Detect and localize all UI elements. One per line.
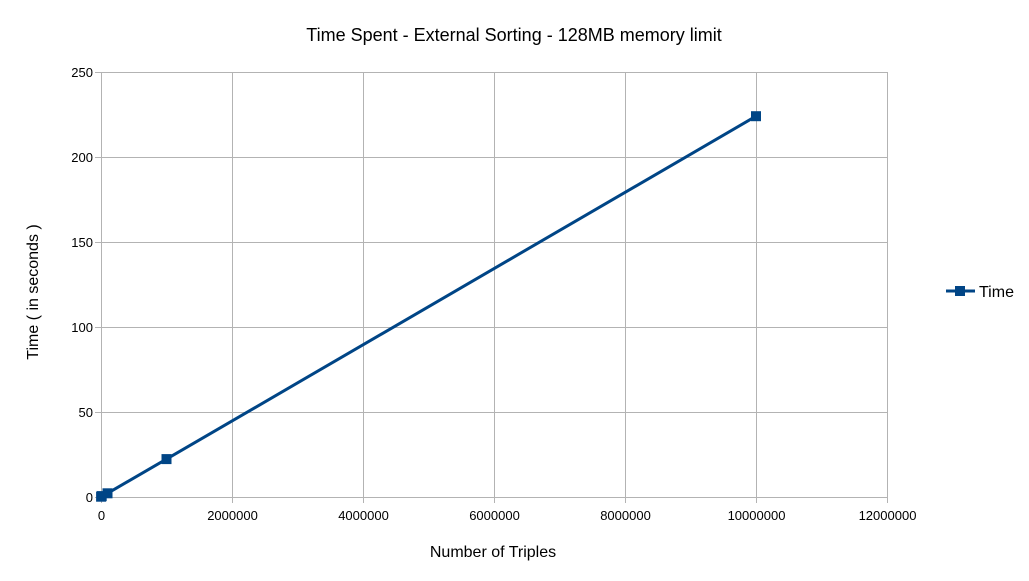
x-tick-label: 0 [98, 508, 105, 523]
y-tick-label: 150 [71, 235, 93, 250]
y-tick-label: 50 [79, 405, 93, 420]
legend: Time [946, 284, 1014, 301]
grid [101, 72, 888, 497]
y-tick-label: 100 [71, 320, 93, 335]
series-line [100, 114, 757, 498]
y-tick-label: 200 [71, 150, 93, 165]
x-axis-ticks: 0 2000000 4000000 6000000 8000000 10000000 120… [98, 497, 917, 523]
x-tick-label: 2000000 [207, 508, 258, 523]
x-tick-label: 6000000 [469, 508, 520, 523]
x-axis-title: Number of Triples [430, 544, 556, 561]
data-point [102, 488, 113, 499]
y-tick-label: 0 [86, 490, 93, 505]
data-point [161, 454, 172, 465]
y-tick-label: 250 [71, 65, 93, 80]
y-axis-ticks: 0 50 100 150 200 250 [71, 65, 101, 505]
chart-title: Time Spent - External Sorting - 128MB me… [306, 25, 721, 45]
y-axis-title: Time ( in seconds ) [25, 224, 42, 359]
data-point [96, 491, 107, 502]
data-point [751, 111, 761, 122]
series [96, 111, 761, 502]
x-tick-label: 4000000 [338, 508, 389, 523]
legend-marker [955, 286, 965, 296]
x-tick-label: 12000000 [859, 508, 917, 523]
x-tick-label: 8000000 [600, 508, 651, 523]
legend-label: Time [979, 284, 1014, 301]
x-tick-label: 10000000 [728, 508, 786, 523]
